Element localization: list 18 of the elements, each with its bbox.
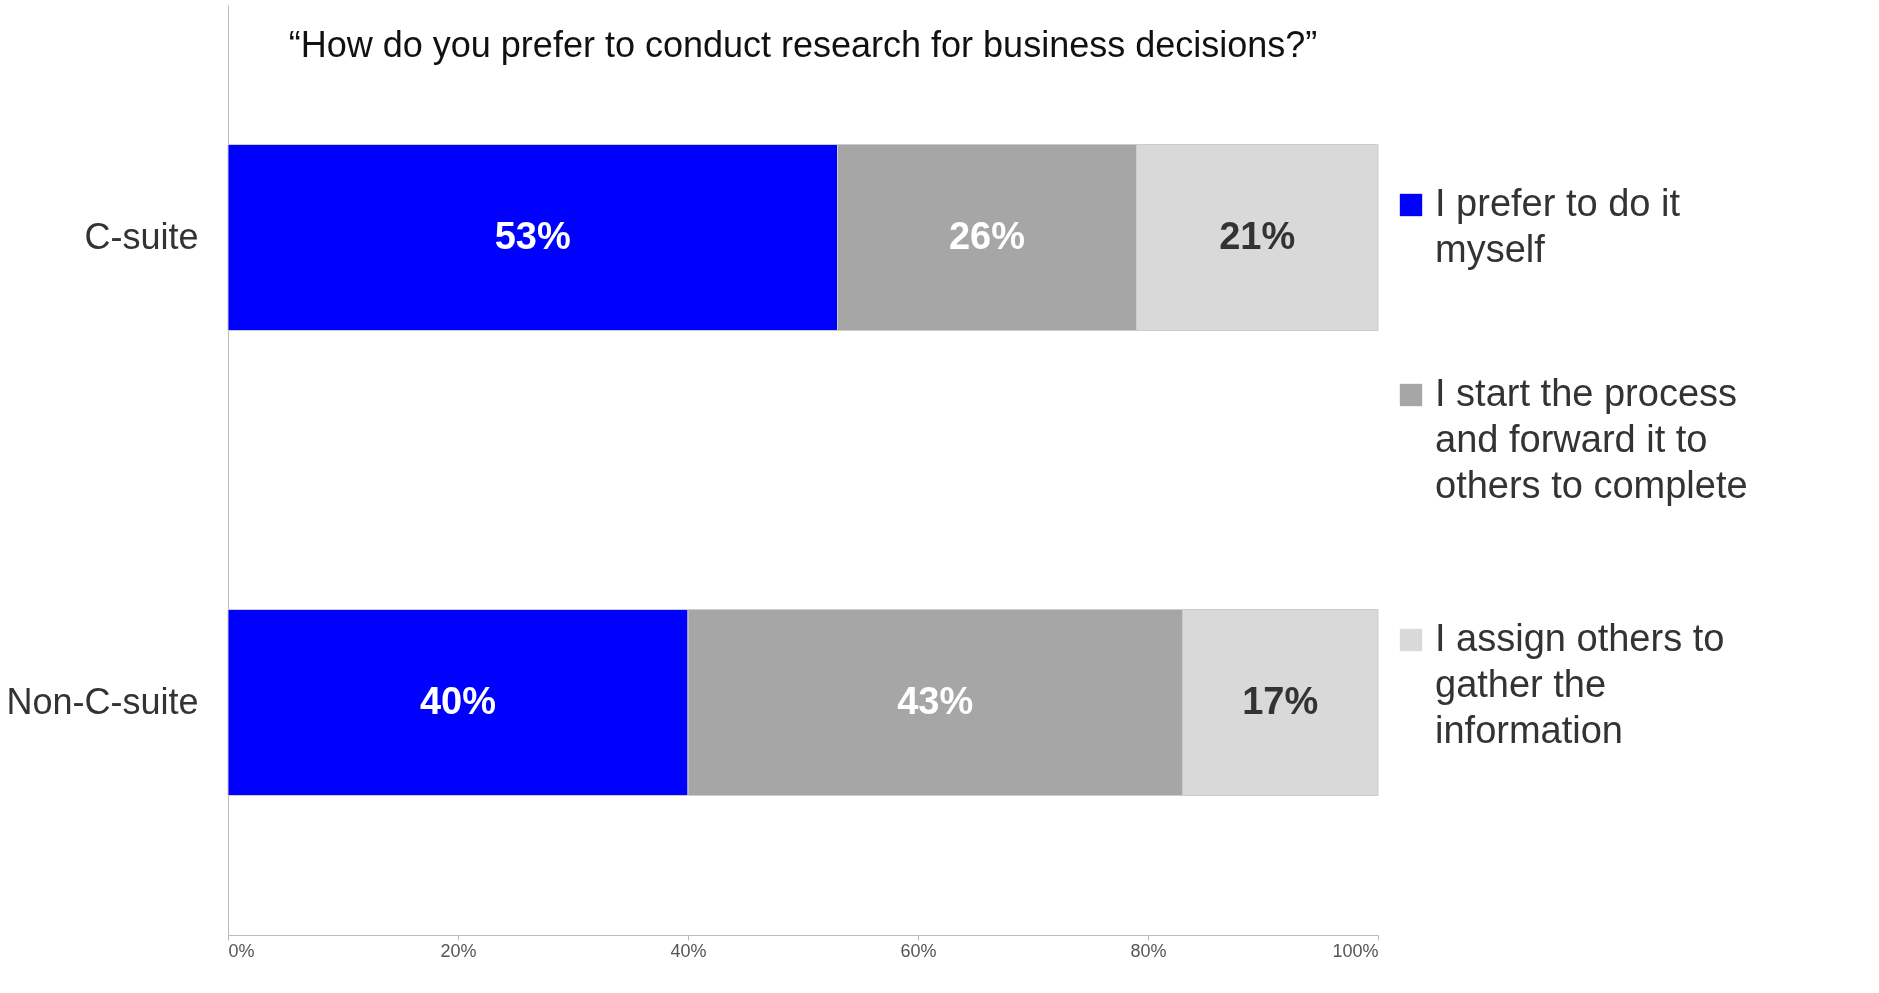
x-tick-label: 100% [1332,940,1379,961]
legend-label: I prefer to do it myself [1435,182,1681,270]
x-tick-label: 40% [670,940,707,961]
x-tick-label: 80% [1130,940,1167,961]
data-label: 40% [419,679,497,722]
data-label: 43% [897,679,974,722]
y-tick-label: Non-C-suite [6,680,199,722]
legend-label: I start the process and forward it to others to complete [1435,372,1748,506]
data-label: 17% [1242,679,1319,722]
x-tick-label: 0% [228,940,255,961]
legend-label: I assign others to gather the information [1435,617,1725,751]
data-label: 21% [1219,214,1296,257]
data-label: 26% [948,214,1026,257]
x-tick-label: 60% [900,940,937,961]
y-tick-label: C-suite [84,215,199,257]
text: “How do you prefer to conduct research for business decisions?” [288,24,1318,65]
data-label: 53% [494,214,571,257]
x-tick-label: 20% [440,940,477,961]
